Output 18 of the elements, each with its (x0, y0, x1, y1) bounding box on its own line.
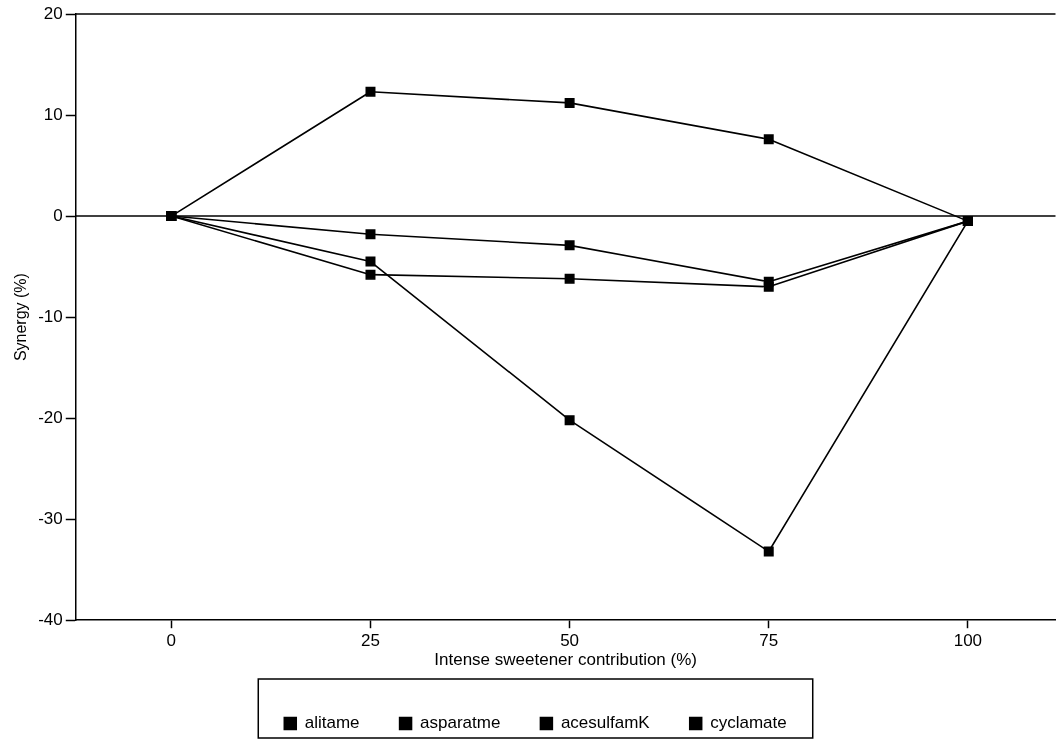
x-tick-label: 50 (560, 631, 580, 651)
x-tick-label: 100 (953, 631, 983, 651)
y-tick-label: -30 (38, 508, 63, 528)
y-tick-label: 20 (43, 3, 63, 23)
y-axis-title: Synergy (%) (12, 273, 30, 362)
legend-label: asparatme (420, 713, 501, 733)
legend-label: alitame (304, 713, 360, 733)
y-tick-label: -20 (38, 407, 63, 427)
x-tick-label: 25 (361, 631, 380, 651)
x-tick-label: 0 (166, 631, 177, 651)
y-tick-label: 0 (53, 205, 63, 225)
y-tick-label: -40 (38, 609, 63, 629)
y-tick-label: 10 (43, 104, 63, 124)
y-tick-label: -10 (38, 306, 63, 326)
x-axis-title: Intense sweetener contribution (%) (434, 650, 697, 670)
legend-label: acesulfamK (560, 713, 651, 733)
legend-label: cyclamate (710, 713, 787, 733)
x-tick-label: 75 (759, 631, 779, 651)
